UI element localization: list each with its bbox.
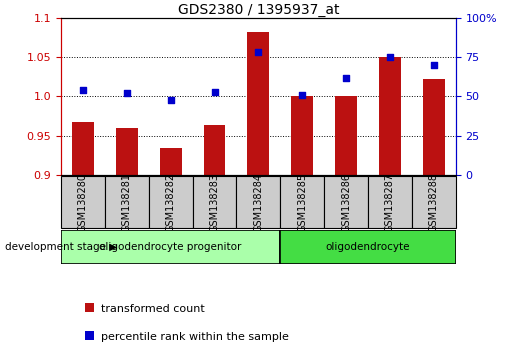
Bar bbox=[236, 176, 280, 228]
Bar bbox=[192, 176, 236, 228]
Point bbox=[122, 91, 131, 96]
Bar bbox=[423, 79, 445, 175]
Bar bbox=[248, 32, 269, 175]
Bar bbox=[116, 128, 138, 175]
Text: GSM138282: GSM138282 bbox=[166, 172, 175, 232]
Bar bbox=[335, 97, 357, 175]
Point bbox=[254, 50, 263, 55]
Point bbox=[166, 97, 175, 102]
Point bbox=[342, 75, 350, 80]
Bar bbox=[72, 122, 94, 175]
Text: development stage ▶: development stage ▶ bbox=[5, 242, 118, 252]
Point bbox=[386, 54, 394, 60]
Title: GDS2380 / 1395937_at: GDS2380 / 1395937_at bbox=[178, 3, 339, 17]
Text: GSM138286: GSM138286 bbox=[341, 173, 351, 232]
Text: GSM138283: GSM138283 bbox=[209, 173, 219, 232]
Text: GSM138288: GSM138288 bbox=[429, 173, 439, 232]
Bar bbox=[61, 176, 105, 228]
Text: GSM138280: GSM138280 bbox=[78, 173, 88, 232]
Bar bbox=[368, 176, 412, 228]
Bar bbox=[160, 148, 182, 175]
Text: GSM138284: GSM138284 bbox=[253, 173, 263, 232]
Text: transformed count: transformed count bbox=[101, 304, 205, 314]
Bar bbox=[280, 176, 324, 228]
Bar bbox=[280, 230, 456, 264]
Text: GSM138287: GSM138287 bbox=[385, 172, 395, 232]
Point bbox=[78, 87, 87, 93]
Text: GSM138281: GSM138281 bbox=[122, 173, 132, 232]
Bar bbox=[379, 57, 401, 175]
Bar bbox=[61, 230, 280, 264]
Text: GSM138285: GSM138285 bbox=[297, 172, 307, 232]
Bar bbox=[105, 176, 149, 228]
Text: oligodendrocyte: oligodendrocyte bbox=[326, 242, 410, 252]
Point bbox=[430, 62, 438, 68]
Text: oligodendrocyte progenitor: oligodendrocyte progenitor bbox=[100, 242, 242, 252]
Bar bbox=[149, 176, 192, 228]
Bar bbox=[204, 125, 225, 175]
Point bbox=[298, 92, 306, 98]
Text: percentile rank within the sample: percentile rank within the sample bbox=[101, 332, 288, 342]
Bar bbox=[292, 97, 313, 175]
Point bbox=[210, 89, 219, 95]
Bar bbox=[412, 176, 456, 228]
Bar bbox=[324, 176, 368, 228]
